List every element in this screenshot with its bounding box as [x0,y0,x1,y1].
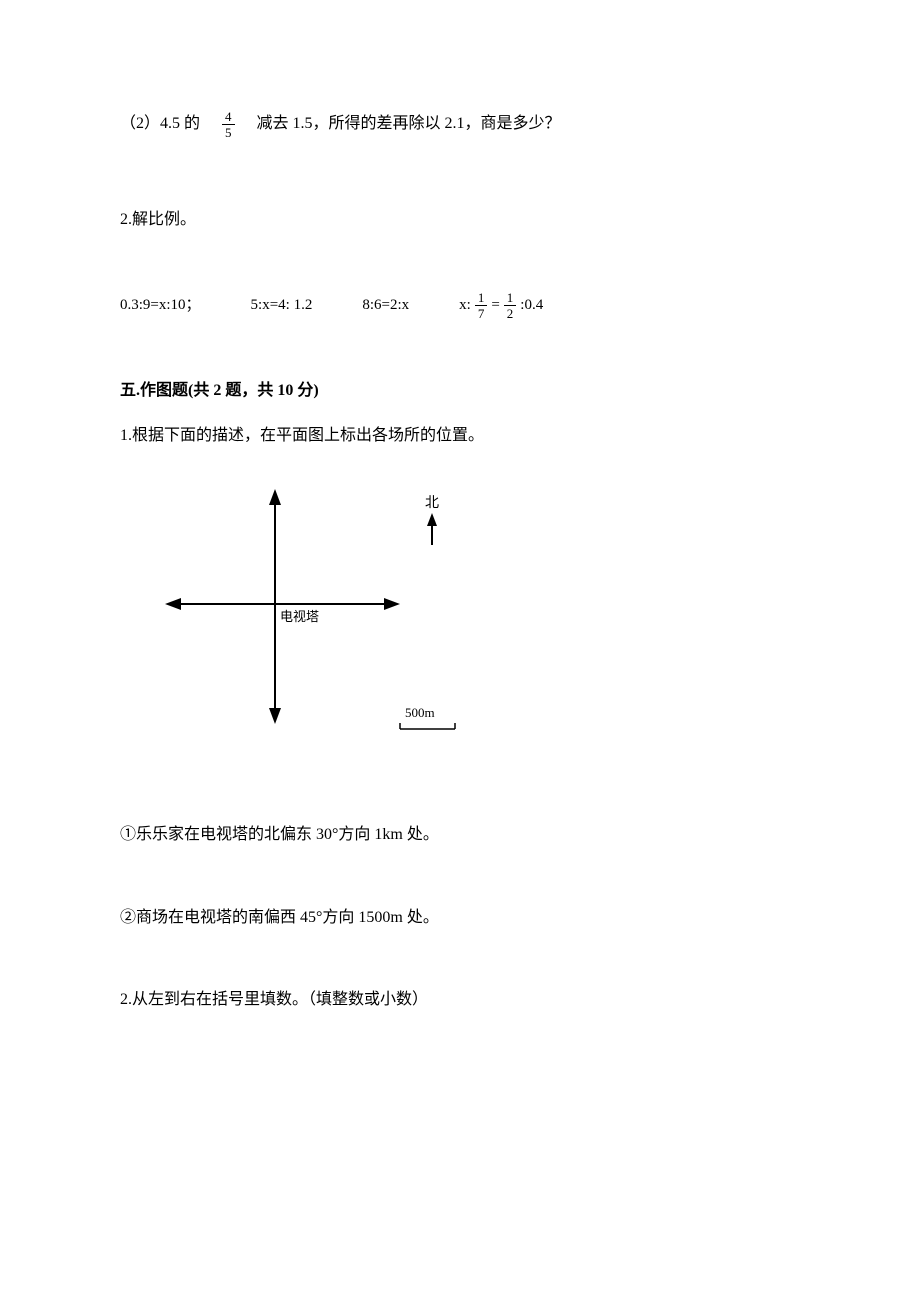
r4-f1-den: 7 [475,305,488,320]
r4-f2-den: 2 [504,305,517,320]
north-label: 北 [425,495,439,511]
q2-frac-den: 5 [222,124,235,139]
center-label: 电视塔 [280,609,319,624]
arrow-right-icon [384,598,400,610]
r4-b: :0.4 [520,295,543,316]
q2-frac-num: 4 [222,110,235,124]
ratio-2: 5:x=4: 1.2 [251,295,313,316]
sub-item-1: ①乐乐家在电视塔的北偏东 30°方向 1km 处。 [120,824,800,846]
question-fill: 2.从左到右在括号里填数。（填整数或小数） [120,989,800,1011]
r4-frac2: 1 2 [504,291,517,320]
q2-fraction: 4 5 [222,110,235,139]
question-2-line: （2）4.5 的 4 5 减去 1.5，所得的差再除以 2.1，商是多少？ [120,110,800,139]
r4-f1-num: 1 [475,291,488,305]
compass-svg: 电视塔 北 500m [150,469,510,769]
ratio-1: 0.3:9=x:10； [120,295,201,316]
north-arrow-icon [427,513,437,526]
arrow-up-icon [269,489,281,505]
arrow-left-icon [165,598,181,610]
ratio-3: 8:6=2:x [362,295,409,316]
draw-description: 1.根据下面的描述，在平面图上标出各场所的位置。 [120,425,800,447]
ratio-4: x: 1 7 = 1 2 :0.4 [459,291,543,320]
r4-frac1: 1 7 [475,291,488,320]
ratio-row: 0.3:9=x:10； 5:x=4: 1.2 8:6=2:x x: 1 7 = … [120,291,800,320]
q2-prefix: （2）4.5 的 [120,113,200,135]
r4-a: x: [459,295,471,316]
arrow-down-icon [269,708,281,724]
sub-item-2: ②商场在电视塔的南偏西 45°方向 1500m 处。 [120,907,800,929]
solve-ratio-title: 2.解比例。 [120,209,800,231]
scale-label: 500m [405,705,435,720]
r4-f2-num: 1 [504,291,517,305]
section-5-header: 五.作图题(共 2 题，共 10 分) [120,380,800,402]
q2-suffix: 减去 1.5，所得的差再除以 2.1，商是多少？ [257,113,561,135]
compass-figure: 电视塔 北 500m [150,469,800,774]
r4-eq: = [491,295,499,316]
